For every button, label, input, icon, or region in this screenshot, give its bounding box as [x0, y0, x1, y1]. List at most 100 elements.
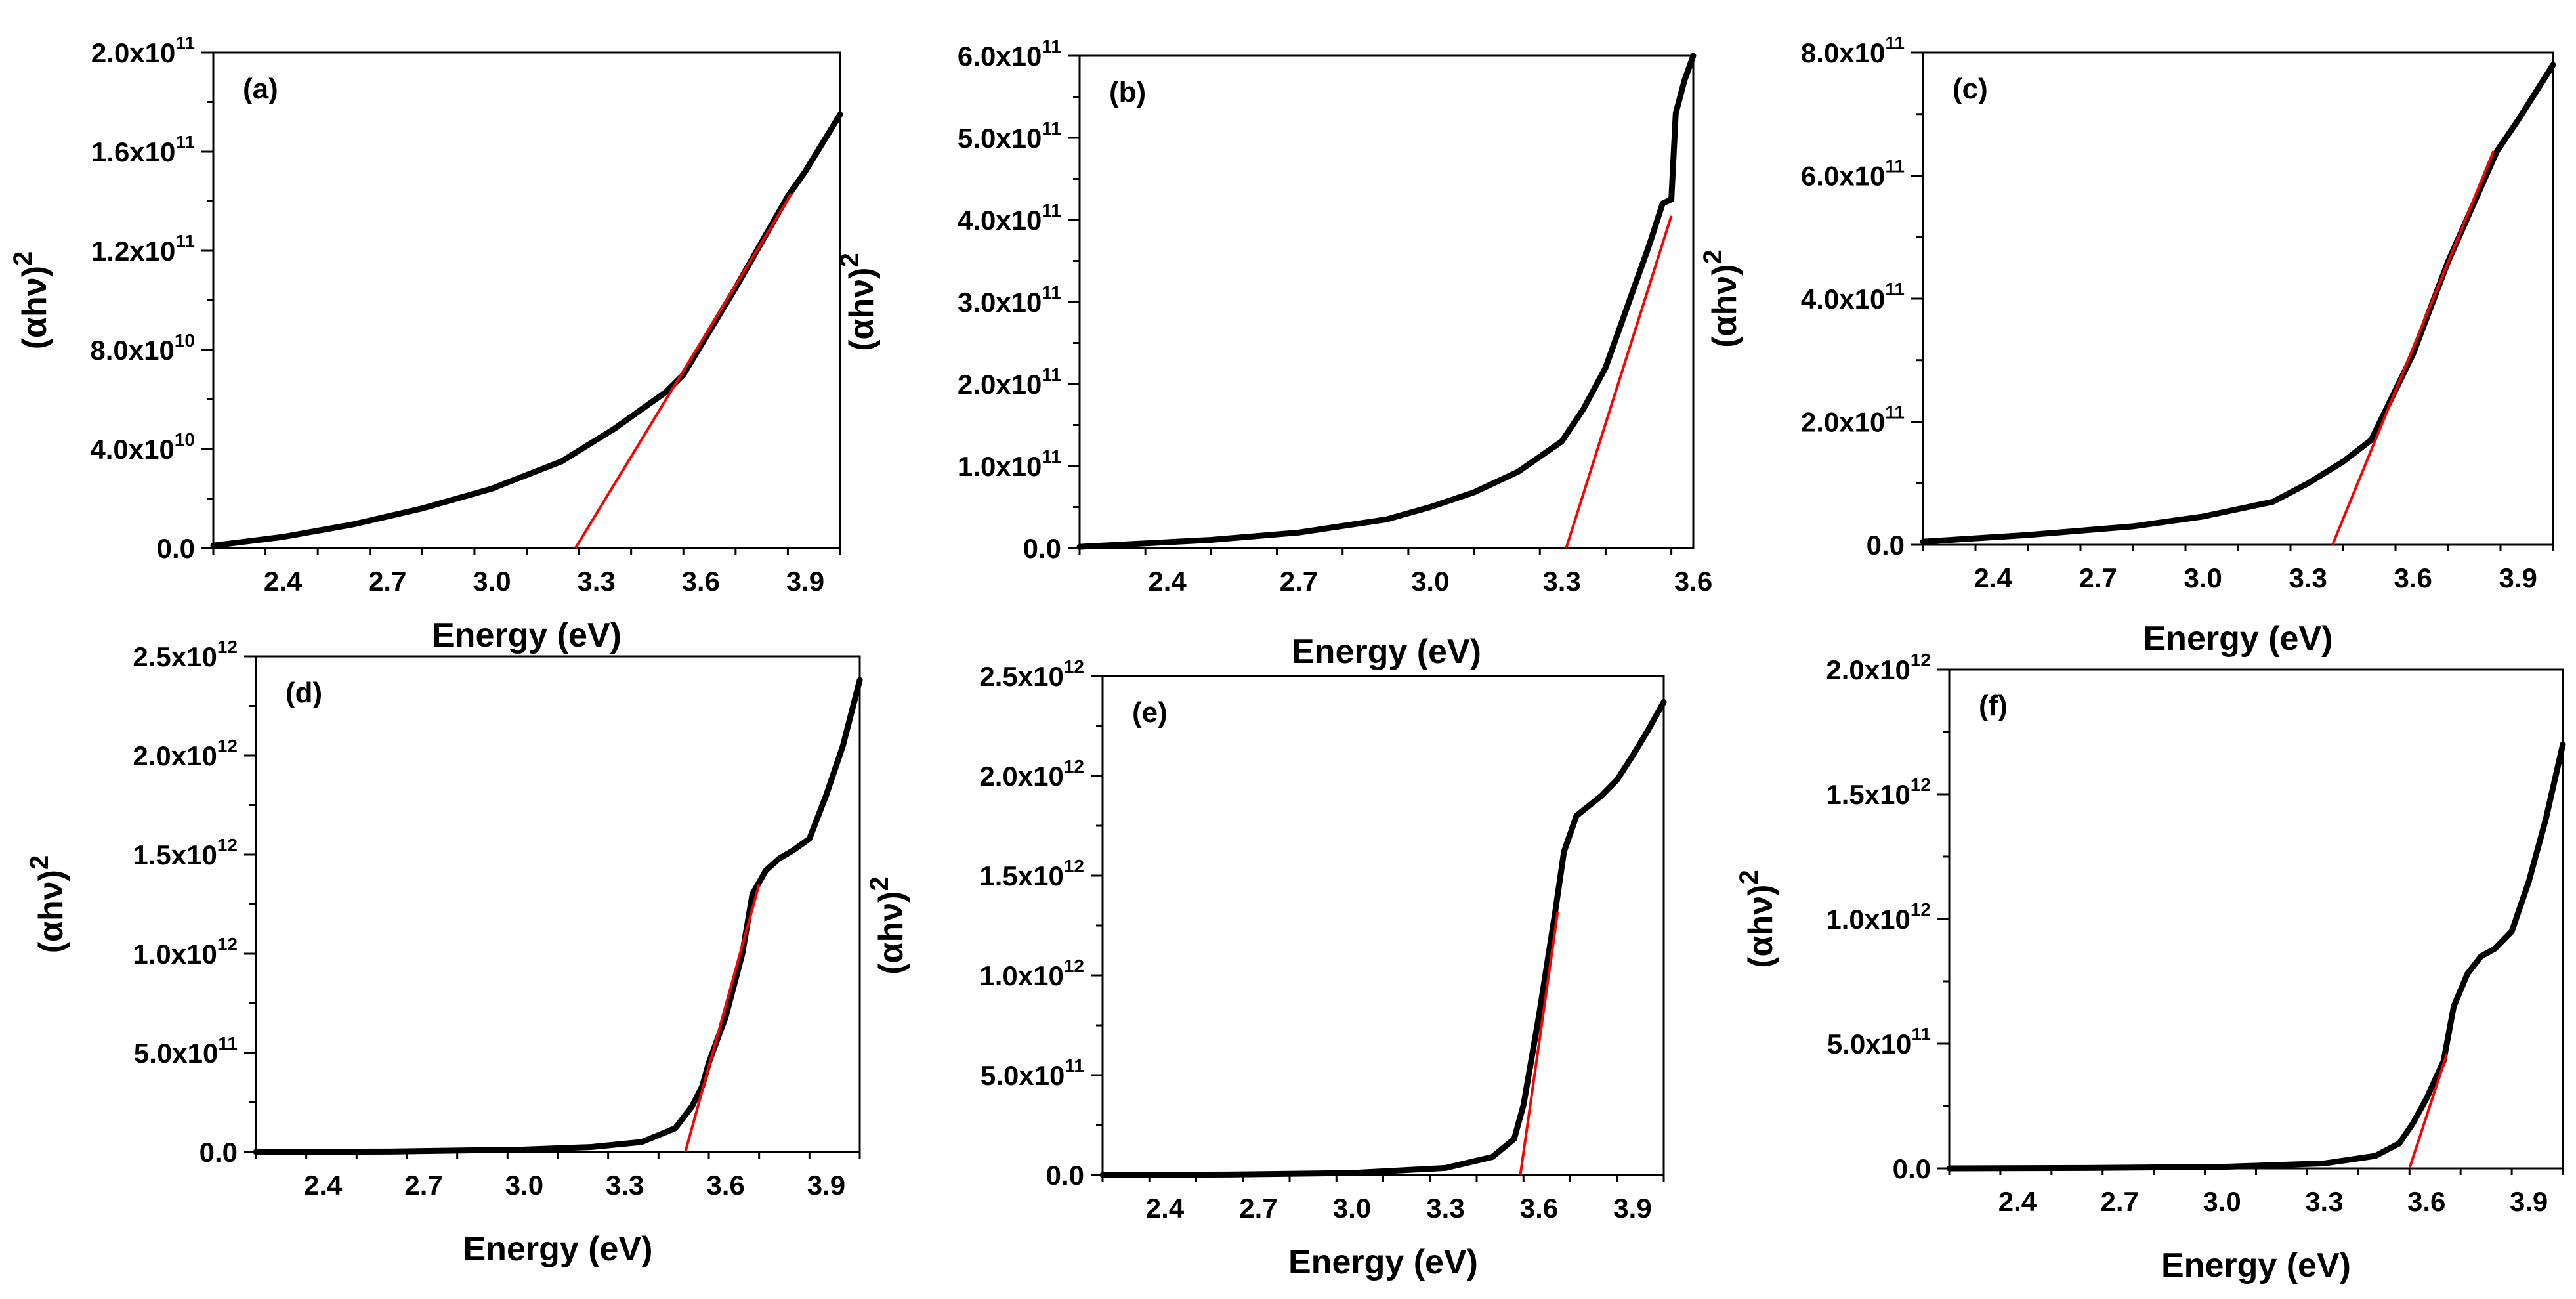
- y-tick-label-base: 0.0: [1046, 1160, 1084, 1191]
- y-tick-label-base: 2.0x10: [1826, 654, 1910, 685]
- x-axis-title: Energy (eV): [2161, 1246, 2351, 1285]
- y-tick-label-base: 1.2x10: [91, 236, 175, 266]
- y-axis-title-exponent: 2: [25, 855, 54, 870]
- y-tick-label-base: 2.5x10: [133, 641, 217, 672]
- y-tick-label: 2.0x1011: [91, 33, 195, 68]
- y-tick-label-base: 2.0x10: [979, 761, 1063, 792]
- x-tick-label: 3.6: [706, 1170, 744, 1201]
- y-tick-label-exponent: 11: [1042, 200, 1061, 221]
- y-tick-label-base: 0.0: [157, 533, 195, 564]
- panel-label: (e): [1132, 696, 1168, 729]
- y-tick-label: 4.0x1010: [90, 429, 195, 465]
- panel-label: (c): [1953, 73, 1988, 105]
- y-tick-label: 3.0x1011: [958, 282, 1061, 318]
- y-tick-label: 0.0: [1867, 530, 1905, 561]
- y-tick-label-exponent: 11: [175, 33, 195, 53]
- y-tick-label-base: 4.0x10: [958, 205, 1042, 236]
- y-tick-label-base: 1.5x10: [1826, 779, 1910, 810]
- y-tick-label-exponent: 11: [218, 1033, 238, 1054]
- y-tick-label-base: 5.0x10: [958, 123, 1042, 154]
- y-tick-label-exponent: 12: [217, 934, 238, 954]
- linear-fit-line: [574, 193, 793, 549]
- x-tick-label: 2.4: [1998, 1186, 2037, 1217]
- y-tick-label-exponent: 11: [1885, 33, 1905, 53]
- x-axis-title: Energy (eV): [1288, 1243, 1478, 1281]
- panel-label: (a): [243, 73, 278, 105]
- plot-frame: [1922, 51, 2554, 546]
- y-tick-label-base: 4.0x10: [1801, 284, 1885, 314]
- y-tick-label-base: 5.0x10: [134, 1038, 218, 1069]
- x-tick-label: 3.9: [807, 1170, 845, 1201]
- data-series-line: [1920, 62, 2556, 545]
- y-tick-label-exponent: 12: [1911, 775, 1931, 795]
- x-axis-title: Energy (eV): [463, 1230, 653, 1268]
- linear-fit-line: [1519, 911, 1559, 1176]
- x-tick-label: 3.9: [1613, 1193, 1651, 1224]
- y-tick-label: 1.5x1012: [979, 856, 1084, 891]
- y-axis-title-base: (αhν): [872, 891, 910, 974]
- y-tick-label-exponent: 12: [1064, 856, 1084, 876]
- y-tick-label-base: 2.0x10: [1801, 407, 1885, 438]
- x-tick-label: 2.7: [368, 566, 406, 597]
- x-tick-label: 3.3: [1542, 566, 1580, 597]
- y-tick-label-exponent: 11: [1042, 446, 1061, 467]
- y-tick-label-exponent: 12: [1064, 656, 1084, 677]
- y-tick-label: 0.0: [200, 1137, 238, 1168]
- x-tick-label: 2.4: [1148, 566, 1187, 597]
- x-tick-label: 3.3: [577, 566, 615, 597]
- chart-panel-6: 2.4 2.7 3.0 3.3 3.6 3.90.05.0x10111.0x10121.5…: [1735, 650, 2566, 1285]
- y-tick-label-exponent: 11: [175, 231, 195, 251]
- y-tick-label-exponent: 11: [1042, 36, 1061, 56]
- y-tick-label: 4.0x1011: [958, 200, 1061, 236]
- y-tick-label: 1.0x1011: [958, 446, 1061, 482]
- y-tick-label-base: 5.0x10: [1827, 1029, 1911, 1059]
- x-tick-label: 2.7: [404, 1170, 442, 1201]
- y-tick-label: 5.0x1011: [134, 1033, 238, 1069]
- x-tick-label: 2.4: [304, 1170, 343, 1201]
- y-tick-label: 1.2x1011: [91, 231, 195, 266]
- data-series-line: [210, 111, 843, 549]
- y-tick-label: 1.5x1012: [133, 835, 238, 870]
- y-axis-title-base: (αhν): [843, 267, 881, 351]
- plot-frame: [255, 655, 861, 1153]
- x-tick-label: 3.0: [2184, 563, 2222, 593]
- y-axis-title: (αhν)2: [1735, 870, 1780, 968]
- x-tick-label: 3.0: [505, 1170, 543, 1201]
- y-tick-label-exponent: 12: [217, 637, 238, 657]
- y-axis-title-exponent: 2: [9, 251, 37, 266]
- chart-panel-2: 2.4 2.7 3.0 3.3 3.60.01.0x10112.0x10113.0x10…: [835, 36, 1712, 671]
- y-tick-label-base: 0.0: [200, 1137, 238, 1168]
- x-tick-label: 3.0: [1411, 566, 1449, 597]
- y-tick-label: 0.0: [1023, 533, 1061, 564]
- y-tick-label: 8.0x1010: [90, 330, 195, 366]
- x-tick-label: 3.6: [2394, 563, 2432, 593]
- y-tick-label: 0.0: [157, 533, 195, 564]
- x-tick-label: 3.3: [2289, 563, 2327, 593]
- x-tick-label: 3.6: [1674, 566, 1712, 597]
- y-tick-label: 2.0x1012: [1826, 650, 1931, 685]
- y-tick-label: 2.0x1011: [1801, 402, 1905, 438]
- y-tick-label-base: 1.0x10: [979, 960, 1063, 991]
- chart-panel-4: 2.4 2.7 3.0 3.3 3.6 3.90.05.0x10111.0x10121.5…: [25, 637, 863, 1268]
- y-tick-label-base: 0.0: [1023, 533, 1061, 564]
- y-tick-label: 2.0x1012: [979, 756, 1084, 792]
- y-axis-title: (αhν)2: [1699, 249, 1744, 348]
- y-axis-title-base: (αhν): [1706, 264, 1744, 347]
- y-axis-title-base: (αhν): [32, 870, 70, 953]
- y-tick-label-exponent: 11: [1065, 1055, 1084, 1076]
- linear-fit-line: [1565, 215, 1673, 549]
- y-tick-label-exponent: 11: [1042, 282, 1061, 303]
- data-series-line: [253, 677, 863, 1155]
- x-tick-label: 3.3: [1426, 1193, 1464, 1224]
- y-tick-label-exponent: 10: [175, 429, 195, 450]
- y-tick-label-exponent: 11: [1911, 1024, 1931, 1044]
- x-tick-label: 2.4: [1974, 563, 2012, 593]
- y-tick-label: 1.5x1012: [1826, 775, 1931, 810]
- y-tick-label-exponent: 12: [1911, 650, 1931, 670]
- y-axis-title-exponent: 2: [835, 253, 864, 267]
- x-tick-label: 2.4: [264, 566, 303, 597]
- y-tick-label-base: 1.5x10: [979, 861, 1063, 891]
- y-axis-title-base: (αhν): [16, 266, 54, 349]
- linear-fit-line: [684, 884, 761, 1153]
- x-tick-label: 3.6: [1520, 1193, 1558, 1224]
